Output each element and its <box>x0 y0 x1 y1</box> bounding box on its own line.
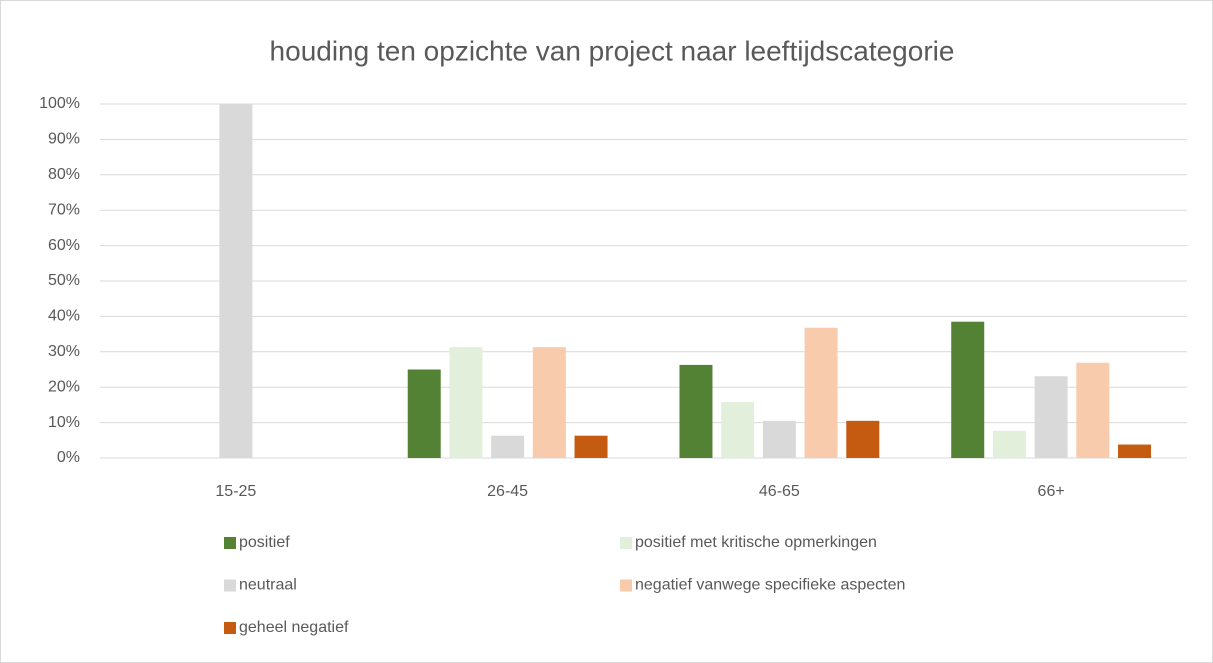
bar <box>951 321 985 458</box>
legend-swatch <box>620 537 632 549</box>
y-tick-label: 30% <box>48 343 80 360</box>
x-tick-label: 26-45 <box>487 483 528 500</box>
legend-label: positief met kritische opmerkingen <box>635 534 877 551</box>
bar <box>721 402 755 458</box>
chart-title: houding ten opzichte van project naar le… <box>270 35 955 66</box>
y-tick-label: 70% <box>48 201 80 218</box>
legend-swatch <box>620 579 632 592</box>
x-tick-label: 15-25 <box>215 483 256 500</box>
bar <box>491 435 525 458</box>
y-tick-label: 80% <box>48 166 80 183</box>
bar <box>1034 376 1068 458</box>
legend-swatch <box>224 622 236 634</box>
y-tick-label: 100% <box>39 95 80 112</box>
x-tick-label: 46-65 <box>759 483 800 500</box>
y-tick-label: 0% <box>57 449 80 466</box>
bar <box>407 369 441 458</box>
bar <box>532 347 566 458</box>
bar <box>574 435 608 458</box>
legend-swatch <box>224 537 236 549</box>
bar <box>846 420 880 458</box>
legend-label: geheel negatief <box>239 619 349 636</box>
y-tick-label: 10% <box>48 414 80 431</box>
bar <box>762 420 796 458</box>
x-tick-label: 66+ <box>1038 483 1065 500</box>
legend-label: neutraal <box>239 577 297 594</box>
bar <box>804 327 838 458</box>
bar <box>449 347 483 458</box>
bar <box>1076 362 1110 458</box>
legend-label: positief <box>239 534 290 551</box>
legend-label: negatief vanwege specifieke aspecten <box>635 577 905 594</box>
bar <box>992 430 1026 458</box>
y-tick-label: 90% <box>48 131 80 148</box>
y-tick-label: 20% <box>48 378 80 395</box>
bar <box>1118 444 1152 458</box>
legend-swatch <box>224 579 236 592</box>
y-tick-label: 60% <box>48 237 80 254</box>
bar <box>679 364 713 458</box>
y-tick-label: 50% <box>48 272 80 289</box>
bar <box>219 104 253 458</box>
y-tick-label: 40% <box>48 308 80 325</box>
